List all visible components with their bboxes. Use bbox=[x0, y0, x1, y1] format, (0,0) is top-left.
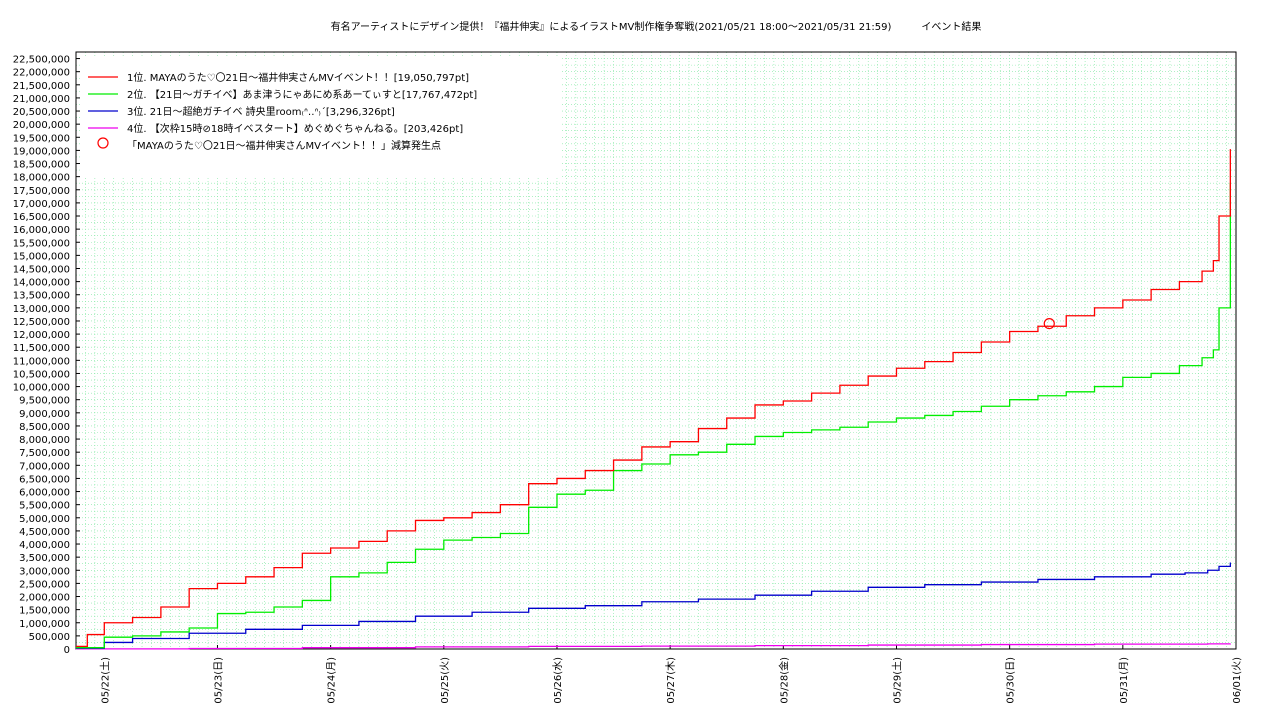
x-tick-label: 05/26(水) bbox=[552, 657, 564, 704]
y-tick-label: 2,000,000 bbox=[19, 593, 70, 604]
x-tick-label: 05/25(火) bbox=[439, 657, 451, 704]
y-tick-label: 3,000,000 bbox=[19, 566, 70, 577]
y-tick-label: 17,500,000 bbox=[13, 186, 70, 197]
annotation-marker bbox=[1043, 318, 1055, 330]
series-line bbox=[76, 643, 1231, 650]
y-tick-label: 6,000,000 bbox=[19, 488, 70, 499]
x-tick-label: 05/27(木) bbox=[665, 657, 677, 704]
series-line bbox=[76, 182, 1231, 649]
y-tick-label: 8,000,000 bbox=[19, 435, 70, 446]
legend-background bbox=[80, 56, 560, 178]
y-tick-label: 1,500,000 bbox=[19, 606, 70, 617]
y-tick-label: 16,500,000 bbox=[13, 212, 70, 223]
y-tick-label: 18,000,000 bbox=[13, 173, 70, 184]
annotation bbox=[1043, 318, 1055, 330]
y-tick-label: 19,000,000 bbox=[13, 146, 70, 157]
x-tick-label: 05/28(金) bbox=[777, 657, 790, 704]
y-tick-label: 7,500,000 bbox=[19, 448, 70, 459]
legend-label: 4位. 【次枠15時⊘18時イベスタート】めぐめぐちゃんねる。[203,426p… bbox=[127, 122, 463, 135]
y-tick-label: 6,500,000 bbox=[19, 474, 70, 485]
y-tick-label: 15,500,000 bbox=[13, 238, 70, 249]
y-tick-label: 5,500,000 bbox=[19, 501, 70, 512]
legend-label: 1位. MAYAのうた♡〇21日～福井伸実さんMVイベント！！[19,050,7… bbox=[127, 71, 469, 84]
y-tick-label: 20,500,000 bbox=[13, 107, 70, 118]
y-tick-label: 7,000,000 bbox=[19, 461, 70, 472]
legend-label: 3位. 21日～超絶ガチイベ 詩央里room₍ᐢ‥ᐢ₎´[3,296,326pt… bbox=[127, 105, 395, 118]
x-tick-label: 05/22(土) bbox=[98, 657, 111, 704]
plot-frame bbox=[75, 51, 1237, 650]
y-tick-label: 1,000,000 bbox=[19, 619, 70, 630]
x-tick-label: 05/23(日) bbox=[213, 657, 224, 704]
y-tick-label: 16,000,000 bbox=[13, 225, 70, 236]
y-tick-label: 18,500,000 bbox=[13, 160, 70, 171]
x-tick-label: 05/29(土) bbox=[890, 657, 903, 704]
y-tick-label: 17,000,000 bbox=[13, 199, 70, 210]
y-tick-label: 11,500,000 bbox=[13, 343, 70, 354]
x-tick-label: 05/30(日) bbox=[1006, 657, 1017, 704]
legend-annotation-label: 「MAYAのうた♡〇21日～福井伸実さんMVイベント！！」減算発生点 bbox=[127, 139, 441, 152]
x-axis: 05/22(土) 05/23(日) 05/24(月) 05/25(火) 05/26(水)… bbox=[98, 645, 1243, 704]
y-tick-label: 0 bbox=[64, 645, 70, 656]
legend: 1位. MAYAのうた♡〇21日～福井伸実さんMVイベント！！[19,050,7… bbox=[80, 56, 560, 178]
y-tick-label: 22,500,000 bbox=[13, 55, 70, 66]
y-tick-label: 14,000,000 bbox=[13, 278, 70, 289]
y-tick-label: 21,500,000 bbox=[13, 81, 70, 92]
y-tick-label: 14,500,000 bbox=[13, 264, 70, 275]
y-tick-label: 20,000,000 bbox=[13, 120, 70, 131]
series-lines bbox=[76, 149, 1231, 650]
series-line bbox=[76, 149, 1231, 648]
y-tick-label: 4,000,000 bbox=[19, 540, 70, 551]
y-tick-label: 5,000,000 bbox=[19, 514, 70, 525]
y-tick-label: 11,000,000 bbox=[13, 356, 70, 367]
chart-title: 有名アーティストにデザイン提供！『福井伸実』によるイラストMV制作権争奪戦(20… bbox=[331, 20, 982, 33]
x-tick-label: 05/31(月) bbox=[1118, 657, 1130, 704]
y-tick-label: 13,500,000 bbox=[13, 291, 70, 302]
y-tick-label: 19,500,000 bbox=[13, 133, 70, 144]
y-axis: 0 500,000 1,000,000 1,500,000 2,000,000 2,500… bbox=[13, 55, 80, 656]
y-tick-label: 4,500,000 bbox=[19, 527, 70, 538]
y-tick-label: 500,000 bbox=[29, 632, 70, 643]
legend-label: 2位. 【21日～ガチイベ】あま津うにゃあにめ系あーてぃすと[17,767,47… bbox=[127, 88, 477, 101]
y-tick-label: 9,000,000 bbox=[19, 409, 70, 420]
y-tick-label: 9,500,000 bbox=[19, 396, 70, 407]
series-line bbox=[76, 562, 1231, 649]
y-tick-label: 10,000,000 bbox=[13, 383, 70, 394]
x-tick-label: 05/24(月) bbox=[326, 657, 338, 704]
x-tick-label: 06/01(火) bbox=[1231, 657, 1243, 704]
y-tick-label: 12,500,000 bbox=[13, 317, 70, 328]
y-tick-label: 12,000,000 bbox=[13, 330, 70, 341]
y-tick-label: 2,500,000 bbox=[19, 579, 70, 590]
y-tick-label: 15,000,000 bbox=[13, 251, 70, 262]
y-tick-label: 3,500,000 bbox=[19, 553, 70, 564]
legend-annotation-marker bbox=[97, 137, 109, 149]
y-tick-label: 22,000,000 bbox=[13, 68, 70, 79]
y-tick-label: 10,500,000 bbox=[13, 369, 70, 380]
y-tick-label: 8,500,000 bbox=[19, 422, 70, 433]
y-tick-label: 21,000,000 bbox=[13, 94, 70, 105]
y-tick-label: 13,000,000 bbox=[13, 304, 70, 315]
